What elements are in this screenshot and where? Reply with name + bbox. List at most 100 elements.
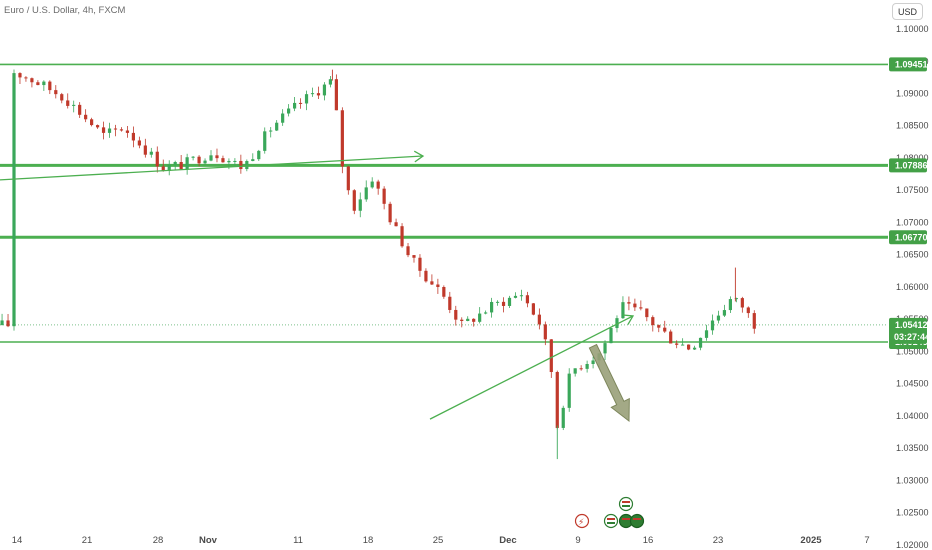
candle [298, 98, 303, 109]
price-tick-label: 1.09000 [896, 88, 929, 98]
candle [119, 127, 124, 132]
candle-body [406, 246, 410, 256]
level-price-tag-label: 1.09451 [895, 59, 928, 69]
candle-body [543, 324, 547, 340]
candle-body [436, 284, 440, 288]
candle [364, 180, 368, 202]
candle [221, 155, 225, 163]
time-tick-label: 18 [363, 535, 374, 546]
candle [484, 310, 488, 315]
price-tick-label: 1.03500 [896, 443, 929, 453]
candle [101, 121, 106, 140]
candle-body [388, 203, 392, 223]
candle-body [418, 257, 422, 271]
flag-stripe [622, 505, 630, 507]
candle-body [72, 104, 76, 106]
candle-body [233, 160, 237, 162]
candle [239, 154, 243, 174]
candle-body [227, 160, 231, 163]
candle-body [746, 307, 750, 314]
candle-body [149, 151, 153, 155]
candle-body [525, 295, 530, 304]
countdown-label: 03:27:44 [894, 332, 930, 342]
candle-body [48, 81, 52, 91]
candle [167, 160, 171, 176]
candle-body [519, 295, 524, 297]
price-tick-label: 1.04500 [896, 379, 929, 389]
candle [579, 365, 583, 371]
lightning-event-icon [574, 513, 590, 529]
candle-body [364, 187, 368, 200]
candle [722, 304, 727, 318]
candle [645, 308, 649, 322]
candle-body [107, 128, 112, 133]
candle [161, 159, 165, 172]
candle-body [185, 157, 189, 170]
candle [633, 298, 637, 312]
time-tick-label: 2025 [800, 535, 822, 546]
candle [388, 201, 392, 225]
candle-body [12, 73, 16, 327]
candle [0, 313, 4, 326]
candle-body [382, 188, 386, 204]
flag-stripe [633, 518, 641, 520]
candle [281, 109, 285, 126]
candle-body [716, 315, 721, 321]
candle [549, 339, 553, 378]
price-tick-label: 1.06500 [896, 250, 929, 260]
symbol-title: Euro / U.S. Dollar, 4h, FXCM [4, 5, 126, 16]
candle-body [239, 160, 243, 170]
candle-body [663, 327, 667, 332]
candle [603, 340, 607, 361]
candle [609, 327, 613, 344]
candle [519, 289, 524, 301]
events-layer: ⚡ [574, 496, 645, 529]
candle [692, 345, 697, 350]
candle [304, 90, 309, 111]
time-tick-label: 23 [713, 535, 724, 546]
candle-body [173, 162, 177, 165]
candle [275, 120, 279, 132]
candle-body [573, 368, 577, 374]
drawings-layer [0, 150, 635, 423]
candle [358, 192, 362, 218]
price-tick-label: 1.08000 [896, 153, 929, 163]
candle-body [125, 130, 130, 133]
candle-body [591, 360, 595, 365]
candle-body [430, 281, 434, 285]
candle [233, 158, 237, 166]
candle [573, 368, 577, 377]
candle-body [442, 287, 446, 297]
candle [478, 307, 482, 324]
candle [173, 160, 177, 171]
candle-body [609, 328, 613, 344]
candle-body [90, 119, 94, 126]
candle [704, 324, 709, 341]
candle [30, 77, 34, 88]
candle [90, 117, 94, 127]
candle-body [119, 129, 124, 131]
candle-body [18, 73, 22, 78]
candle-body [197, 156, 201, 164]
candle-body [113, 128, 118, 130]
candle-body [287, 108, 291, 114]
candle [12, 69, 16, 331]
candle [66, 93, 70, 109]
candle-body [639, 307, 643, 309]
candle-body [567, 373, 571, 408]
candle-body [251, 159, 255, 162]
candle [436, 278, 440, 294]
candle-body [412, 255, 416, 258]
flag-stripe [633, 522, 641, 524]
candle [716, 310, 721, 324]
flag-stripe [622, 522, 630, 524]
current-price-tag [889, 317, 927, 344]
candle-body [275, 122, 279, 131]
candle-body [513, 295, 518, 298]
level-price-tag [889, 230, 927, 245]
candle-body [687, 344, 691, 350]
candle [651, 315, 655, 332]
currency-button[interactable]: USD [892, 3, 923, 20]
candle-body [215, 155, 219, 159]
